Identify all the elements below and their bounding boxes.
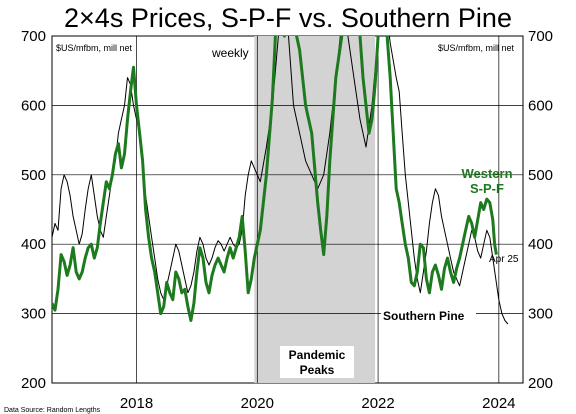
- pandemic-shaded-region: [254, 36, 376, 383]
- y-axis-unit-right: $US/mfbm, mill net: [438, 43, 515, 53]
- x-tick-2018: 2018: [120, 395, 153, 412]
- western-spf-line: [52, 36, 498, 322]
- y-tick-right-600: 600: [528, 97, 553, 114]
- y-tick-right-200: 200: [528, 375, 553, 392]
- western-spf-label-line1: Western: [461, 166, 512, 181]
- y-tick-left-600: 600: [21, 97, 46, 114]
- y-axis-unit-left: $US/mfbm, mill net: [56, 43, 133, 53]
- frequency-label: weekly: [211, 46, 249, 60]
- southern-pine-label-box: [381, 308, 476, 323]
- end-date-label: Apr 25: [489, 254, 519, 265]
- shaded-label-line1: Pandemic: [289, 348, 346, 362]
- y-tick-left-500: 500: [21, 167, 46, 184]
- y-tick-left-300: 300: [21, 306, 46, 323]
- y-tick-right-500: 500: [528, 167, 553, 184]
- source-note: Data Source: Random Lengths: [4, 407, 101, 414]
- x-tick-2022: 2022: [361, 395, 394, 412]
- y-axis-right: 200 300 400 500 600 700: [528, 28, 553, 392]
- x-axis: 2018 2020 2022 2024: [120, 395, 516, 412]
- shaded-label-line2: Peaks: [300, 363, 335, 377]
- y-axis-left: 200 300 400 500 600 700: [21, 28, 46, 392]
- y-tick-right-400: 400: [528, 236, 553, 253]
- y-tick-right-700: 700: [528, 28, 553, 45]
- y-tick-right-300: 300: [528, 306, 553, 323]
- southern-pine-label: Southern Pine: [383, 309, 465, 323]
- y-tick-left-700: 700: [21, 28, 46, 45]
- x-tick-2020: 2020: [241, 395, 274, 412]
- western-spf-label-line2: S-P-F: [470, 181, 504, 196]
- y-tick-left-200: 200: [21, 375, 46, 392]
- y-tick-left-400: 400: [21, 236, 46, 253]
- chart-title: 2×4s Prices, S-P-F vs. Southern Pine: [64, 3, 512, 33]
- x-tick-2024: 2024: [482, 395, 515, 412]
- shaded-label-box: [280, 346, 354, 378]
